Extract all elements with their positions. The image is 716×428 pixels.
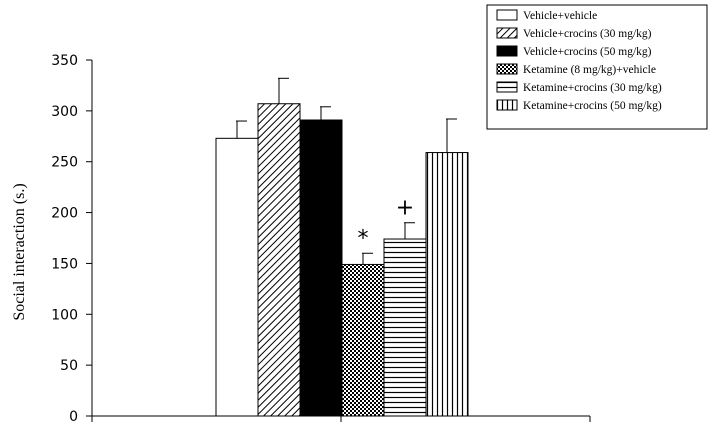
legend-swatch (496, 45, 518, 57)
y-tick-label: 250 (51, 155, 78, 171)
axes: 0 50 100 150 200 250 300 350 (51, 53, 591, 425)
legend-box (486, 4, 708, 130)
y-tick-label: 350 (51, 53, 78, 69)
bar (299, 119, 343, 417)
y-axis-label: Social interaction (s.) (11, 183, 28, 320)
legend-swatch (496, 63, 518, 75)
legend: Vehicle+vehicle Vehicle+crocins (30 mg/kg… (486, 4, 708, 130)
y-tick-label: 300 (51, 104, 78, 120)
bar (341, 263, 385, 417)
legend-swatch (496, 9, 518, 21)
y-tick-label: 50 (60, 358, 78, 374)
bar (425, 152, 469, 417)
bars: *+ (215, 77, 469, 417)
legend-label: Ketamine+crocins (50 mg/kg) (523, 100, 662, 112)
legend-label: Vehicle+crocins (30 mg/kg) (523, 28, 652, 40)
bar (257, 103, 301, 417)
legend-swatch (496, 81, 518, 93)
y-tick-label: 150 (51, 256, 78, 272)
significance-marker: * (358, 226, 369, 251)
legend-label: Vehicle+crocins (50 mg/kg) (523, 46, 652, 58)
legend-swatch (496, 99, 518, 111)
legend-label: Vehicle+vehicle (523, 10, 597, 22)
significance-marker: + (396, 196, 414, 221)
bar (383, 238, 427, 417)
y-tick-label: 100 (51, 307, 78, 323)
legend-label: Ketamine (8 mg/kg)+vehicle (523, 64, 656, 76)
y-tick-label: 200 (51, 206, 78, 222)
y-tick-label: 0 (69, 409, 78, 423)
legend-swatch (496, 27, 518, 39)
legend-label: Ketamine+crocins (30 mg/kg) (523, 82, 662, 94)
bar (215, 137, 259, 417)
